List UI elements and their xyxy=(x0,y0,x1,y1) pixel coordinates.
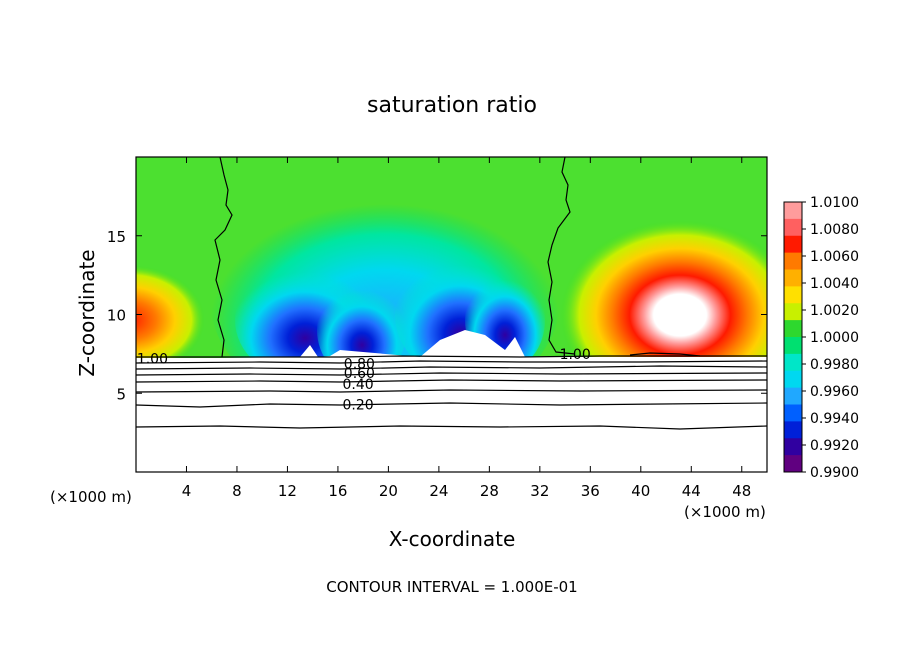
colorbar xyxy=(783,201,803,473)
colorbar-swatch xyxy=(784,421,802,439)
colorbar-label: 0.9960 xyxy=(810,384,859,400)
y-axis-title: Z-coordinate xyxy=(75,249,99,376)
x-tick-label: 28 xyxy=(480,482,499,500)
colorbar-swatch xyxy=(784,303,802,321)
colorbar-labels: 1.0100 1.0080 1.0060 1.0040 1.0020 1.0000 0.99… xyxy=(802,195,859,481)
x-axis: 4 8 12 16 20 24 28 32 36 40 44 48 xyxy=(182,157,751,500)
contour-label: 0.20 xyxy=(343,397,374,413)
colorbar-swatch xyxy=(784,320,802,338)
colorbar-swatch xyxy=(784,235,802,254)
colorbar-label: 0.9980 xyxy=(810,357,859,373)
x-unit-label-left: (×1000 m) xyxy=(50,488,132,506)
x-axis-title: X-coordinate xyxy=(389,527,516,551)
colorbar-swatch xyxy=(784,202,802,220)
contour-line-1.00-right xyxy=(547,156,576,355)
colorbar-label: 0.9920 xyxy=(810,438,859,454)
x-tick-label: 8 xyxy=(232,482,242,500)
colorbar-swatch xyxy=(784,252,802,270)
contour-label: 1.00 xyxy=(137,352,168,368)
chart-title: saturation ratio xyxy=(367,93,537,118)
colorbar-label: 0.9900 xyxy=(810,465,859,481)
x-tick-label: 44 xyxy=(682,482,701,500)
x-tick-label: 20 xyxy=(379,482,398,500)
contour-label: 1.00 xyxy=(560,347,591,363)
x-tick-label: 40 xyxy=(631,482,650,500)
contour-label: 0.60 xyxy=(344,366,375,382)
x-tick-label: 16 xyxy=(328,482,347,500)
colorbar-label: 1.0040 xyxy=(810,276,859,292)
contour-line-0.30 xyxy=(135,389,768,393)
contour-labels: 1.00 1.00 0.800.600.40 0.20 xyxy=(137,347,591,413)
contour-line-0.10 xyxy=(135,425,768,430)
saturation-field xyxy=(136,157,767,472)
x-tick-label: 36 xyxy=(581,482,600,500)
colorbar-swatch xyxy=(784,269,802,287)
y-tick-label: 15 xyxy=(107,228,126,246)
colorbar-swatch xyxy=(784,286,802,304)
contour-line-1.00-left xyxy=(214,156,233,358)
x-unit-label-right: (×1000 m) xyxy=(684,503,766,521)
colorbar-swatch xyxy=(784,353,802,372)
x-tick-label: 24 xyxy=(429,482,448,500)
colorbar-swatch xyxy=(784,387,802,405)
contour-interval-note: CONTOUR INTERVAL = 1.000E-01 xyxy=(326,578,577,596)
colorbar-label: 1.0100 xyxy=(810,195,859,211)
contour-lines xyxy=(135,156,768,430)
y-tick-label: 5 xyxy=(116,385,126,403)
colorbar-label: 0.9940 xyxy=(810,411,859,427)
colorbar-swatch xyxy=(784,438,802,456)
colorbar-swatch xyxy=(784,404,802,422)
contour-line-right-bump xyxy=(629,352,701,357)
colorbar-swatch xyxy=(784,337,802,355)
y-tick-label: 10 xyxy=(107,307,126,325)
contour-label: 0.80 xyxy=(344,356,375,372)
colorbar-label: 1.0000 xyxy=(810,330,859,346)
contour-line-1.00-base xyxy=(136,355,767,358)
contour-line-0.80 xyxy=(135,360,768,364)
contour-line-0.60 xyxy=(135,365,768,370)
x-tick-label: 12 xyxy=(278,482,297,500)
x-tick-label: 48 xyxy=(732,482,751,500)
x-tick-label: 32 xyxy=(530,482,549,500)
colorbar-label: 1.0020 xyxy=(810,303,859,319)
contour-line-0.50 xyxy=(135,372,768,376)
colorbar-swatch xyxy=(784,455,802,473)
contour-line-0.20 xyxy=(135,402,768,408)
colorbar-swatch xyxy=(784,218,802,237)
colorbar-label: 1.0080 xyxy=(810,222,859,238)
colorbar-label: 1.0060 xyxy=(810,249,859,265)
contour-label: 0.40 xyxy=(343,377,374,393)
x-tick-label: 4 xyxy=(182,482,192,500)
contour-line-0.40 xyxy=(135,379,768,383)
y-axis: 5 10 15 xyxy=(107,228,767,403)
colorbar-swatch xyxy=(784,370,802,389)
